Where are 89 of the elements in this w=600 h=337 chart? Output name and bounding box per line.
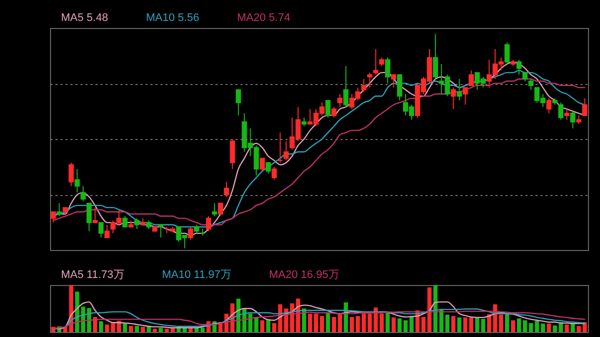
bar xyxy=(451,316,456,332)
bar xyxy=(534,320,540,332)
candlestick xyxy=(456,78,462,101)
candlestick xyxy=(504,42,510,65)
candlestick xyxy=(50,211,56,224)
bar xyxy=(140,326,145,332)
candlestick xyxy=(86,202,92,232)
candlestick xyxy=(224,181,230,198)
text: MA10 11.97万 xyxy=(162,268,232,281)
candlestick xyxy=(206,216,212,232)
bar xyxy=(510,320,516,332)
bar xyxy=(398,318,402,332)
candlestick xyxy=(56,202,62,217)
bar xyxy=(528,323,534,332)
bar xyxy=(128,326,133,332)
bar xyxy=(332,316,336,332)
bar xyxy=(421,316,426,332)
candlestick xyxy=(397,74,402,101)
bar xyxy=(104,324,110,332)
candlestick xyxy=(158,224,164,238)
candlestick xyxy=(385,57,390,84)
candlestick xyxy=(391,74,396,88)
candlestick xyxy=(373,48,378,76)
candlestick xyxy=(343,66,348,108)
candlestick xyxy=(462,87,468,106)
candlestick xyxy=(122,216,128,228)
bar xyxy=(522,320,528,332)
candlestick xyxy=(558,102,564,120)
text: MA5 11.73万 xyxy=(61,268,124,281)
candlestick xyxy=(218,202,224,215)
candlestick xyxy=(188,226,194,240)
candlestick xyxy=(236,89,241,116)
candlestick xyxy=(516,59,522,76)
bar xyxy=(98,321,104,332)
candlestick xyxy=(450,87,456,110)
text: MA10 5.56 xyxy=(146,12,200,24)
bar xyxy=(326,312,330,332)
candlestick xyxy=(582,98,588,116)
bar xyxy=(403,320,408,332)
candlestick xyxy=(272,166,277,180)
candlestick xyxy=(68,162,74,187)
bar xyxy=(338,314,342,332)
candlestick xyxy=(367,72,372,88)
candlestick xyxy=(104,224,110,238)
bar xyxy=(122,324,128,332)
candlestick xyxy=(468,70,474,86)
bar xyxy=(505,314,510,332)
candlestick xyxy=(546,98,552,114)
bar xyxy=(200,328,205,332)
candlestick xyxy=(260,158,265,172)
candlestick xyxy=(284,140,289,161)
bar xyxy=(546,324,551,332)
candlestick xyxy=(337,94,342,108)
bar xyxy=(110,322,116,332)
candlestick xyxy=(528,78,534,90)
bar xyxy=(516,318,522,332)
bar xyxy=(158,328,163,332)
bar xyxy=(134,326,139,332)
bar xyxy=(499,314,504,332)
candlestick xyxy=(74,168,80,194)
candlestick xyxy=(92,207,98,224)
bar xyxy=(409,316,414,332)
bar xyxy=(392,317,396,332)
bar xyxy=(152,328,157,332)
candlestick xyxy=(361,78,366,92)
bar xyxy=(386,312,390,332)
candlestick xyxy=(564,108,570,120)
candlestick xyxy=(230,138,236,170)
candlestick xyxy=(80,186,86,202)
candlestick xyxy=(266,162,271,174)
bar xyxy=(564,324,569,332)
bar xyxy=(320,316,324,332)
bar xyxy=(266,320,270,332)
bar xyxy=(445,314,450,332)
candlestick xyxy=(98,222,104,238)
text: MA5 5.48 xyxy=(61,12,108,24)
candlestick xyxy=(325,100,331,118)
candlestick xyxy=(212,202,218,217)
candlestick xyxy=(331,106,337,118)
bar xyxy=(457,317,462,332)
candlestick xyxy=(570,110,576,129)
candlestick xyxy=(432,34,438,80)
candlestick xyxy=(134,218,140,230)
bar xyxy=(260,320,264,332)
bar xyxy=(540,324,546,332)
bar xyxy=(308,314,312,332)
text: MA20 5.74 xyxy=(237,12,290,24)
text: MA20 16.95万 xyxy=(269,268,340,281)
bar xyxy=(314,314,318,332)
